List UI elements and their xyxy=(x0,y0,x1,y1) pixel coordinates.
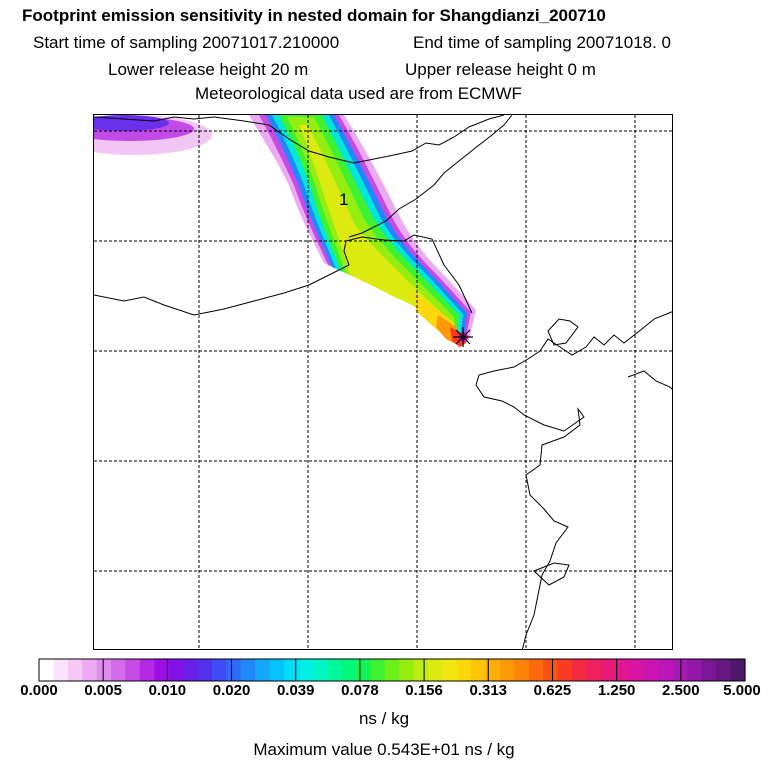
colorbar-swatch xyxy=(615,659,631,681)
colorbar-swatch xyxy=(226,659,242,681)
colorbar-swatch xyxy=(312,659,328,681)
colorbar-swatch xyxy=(600,659,616,681)
colorbar-tick-label: 1.250 xyxy=(597,682,636,699)
colorbar-swatch xyxy=(730,659,746,681)
end-time-label: End time of sampling 20071018. 0 xyxy=(413,33,672,52)
colorbar-swatch xyxy=(687,659,703,681)
colorbar-swatch xyxy=(428,659,444,681)
colorbar-tick-label: 0.020 xyxy=(212,682,251,699)
colorbar-swatch xyxy=(485,659,501,681)
colorbar-swatch xyxy=(82,659,98,681)
colorbar-swatch xyxy=(471,659,487,681)
colorbar-swatch xyxy=(240,659,256,681)
map-canvas: 1 xyxy=(94,115,672,649)
coastlines xyxy=(94,115,672,649)
maximum-value-label: Maximum value 0.543E+01 ns / kg xyxy=(253,740,515,759)
colorbar-swatch xyxy=(327,659,343,681)
colorbar-swatch xyxy=(442,659,458,681)
colorbar-swatch xyxy=(154,659,170,681)
colorbar-tick-label: 0.000 xyxy=(20,682,58,699)
lower-release-height-label: Lower release height 20 m xyxy=(108,60,309,79)
plot-title: Footprint emission sensitivity in nested… xyxy=(22,6,606,25)
colorbar-swatch xyxy=(125,659,141,681)
colorbar-swatch xyxy=(298,659,314,681)
colorbar-swatch xyxy=(500,659,516,681)
colorbar-border xyxy=(38,658,746,682)
colorbar-swatch xyxy=(183,659,199,681)
colorbar-swatch xyxy=(586,659,602,681)
colorbar-swatch xyxy=(168,659,184,681)
colorbar-swatch xyxy=(384,659,400,681)
colorbar-units: ns / kg xyxy=(358,709,410,728)
colorbar-swatch xyxy=(355,659,371,681)
sensitivity-plume xyxy=(249,115,476,347)
colorbar-swatch xyxy=(255,659,271,681)
colorbar-tick-label: 0.005 xyxy=(84,682,122,699)
graticule xyxy=(94,115,672,649)
start-time-label: Start time of sampling 20071017.210000 xyxy=(33,33,340,52)
map-panel: 1 xyxy=(93,114,673,650)
star-marker xyxy=(453,327,473,347)
colorbar-swatch xyxy=(557,659,573,681)
colorbar-swatch xyxy=(370,659,386,681)
colorbar-swatch xyxy=(413,659,429,681)
colorbar-swatch xyxy=(341,659,357,681)
colorbar-swatch xyxy=(456,659,472,681)
colorbar-tick-label: 0.625 xyxy=(533,682,572,699)
colorbar-tick-label: 0.039 xyxy=(276,682,315,699)
colorbar xyxy=(38,658,746,682)
colorbar-swatch xyxy=(96,659,112,681)
colorbar-swatch xyxy=(528,659,544,681)
colorbar-swatch xyxy=(53,659,69,681)
colorbar-tick-label: 0.313 xyxy=(469,682,508,699)
colorbar-swatch xyxy=(269,659,285,681)
colorbar-swatch xyxy=(111,659,127,681)
colorbar-swatch xyxy=(701,659,717,681)
colorbar-swatch xyxy=(197,659,213,681)
edge-sensitivity-patch xyxy=(94,115,212,155)
plume-contour-label: 1 xyxy=(339,190,348,209)
upper-release-height-label: Upper release height 0 m xyxy=(405,60,596,79)
colorbar-swatch xyxy=(67,659,83,681)
colorbar-swatch xyxy=(658,659,674,681)
colorbar-tick-label: 0.156 xyxy=(405,682,443,699)
colorbar-swatch xyxy=(514,659,530,681)
colorbar-tick-label: 0.010 xyxy=(148,682,187,699)
colorbar-swatch xyxy=(543,659,559,681)
colorbar-tick-label: 2.500 xyxy=(662,682,700,699)
colorbar-swatch xyxy=(211,659,227,681)
colorbar-swatch xyxy=(399,659,415,681)
colorbar-swatch xyxy=(572,659,588,681)
colorbar-swatch xyxy=(644,659,660,681)
colorbar-swatch xyxy=(629,659,645,681)
colorbar-swatch xyxy=(39,659,55,681)
meteorological-data-label: Meteorological data used are from ECMWF xyxy=(195,84,522,103)
colorbar-swatch xyxy=(139,659,155,681)
colorbar-swatch xyxy=(716,659,732,681)
colorbar-tick-label: 0.078 xyxy=(341,682,379,699)
colorbar-tick-label: 5.000 xyxy=(723,682,761,699)
colorbar-swatch xyxy=(283,659,299,681)
